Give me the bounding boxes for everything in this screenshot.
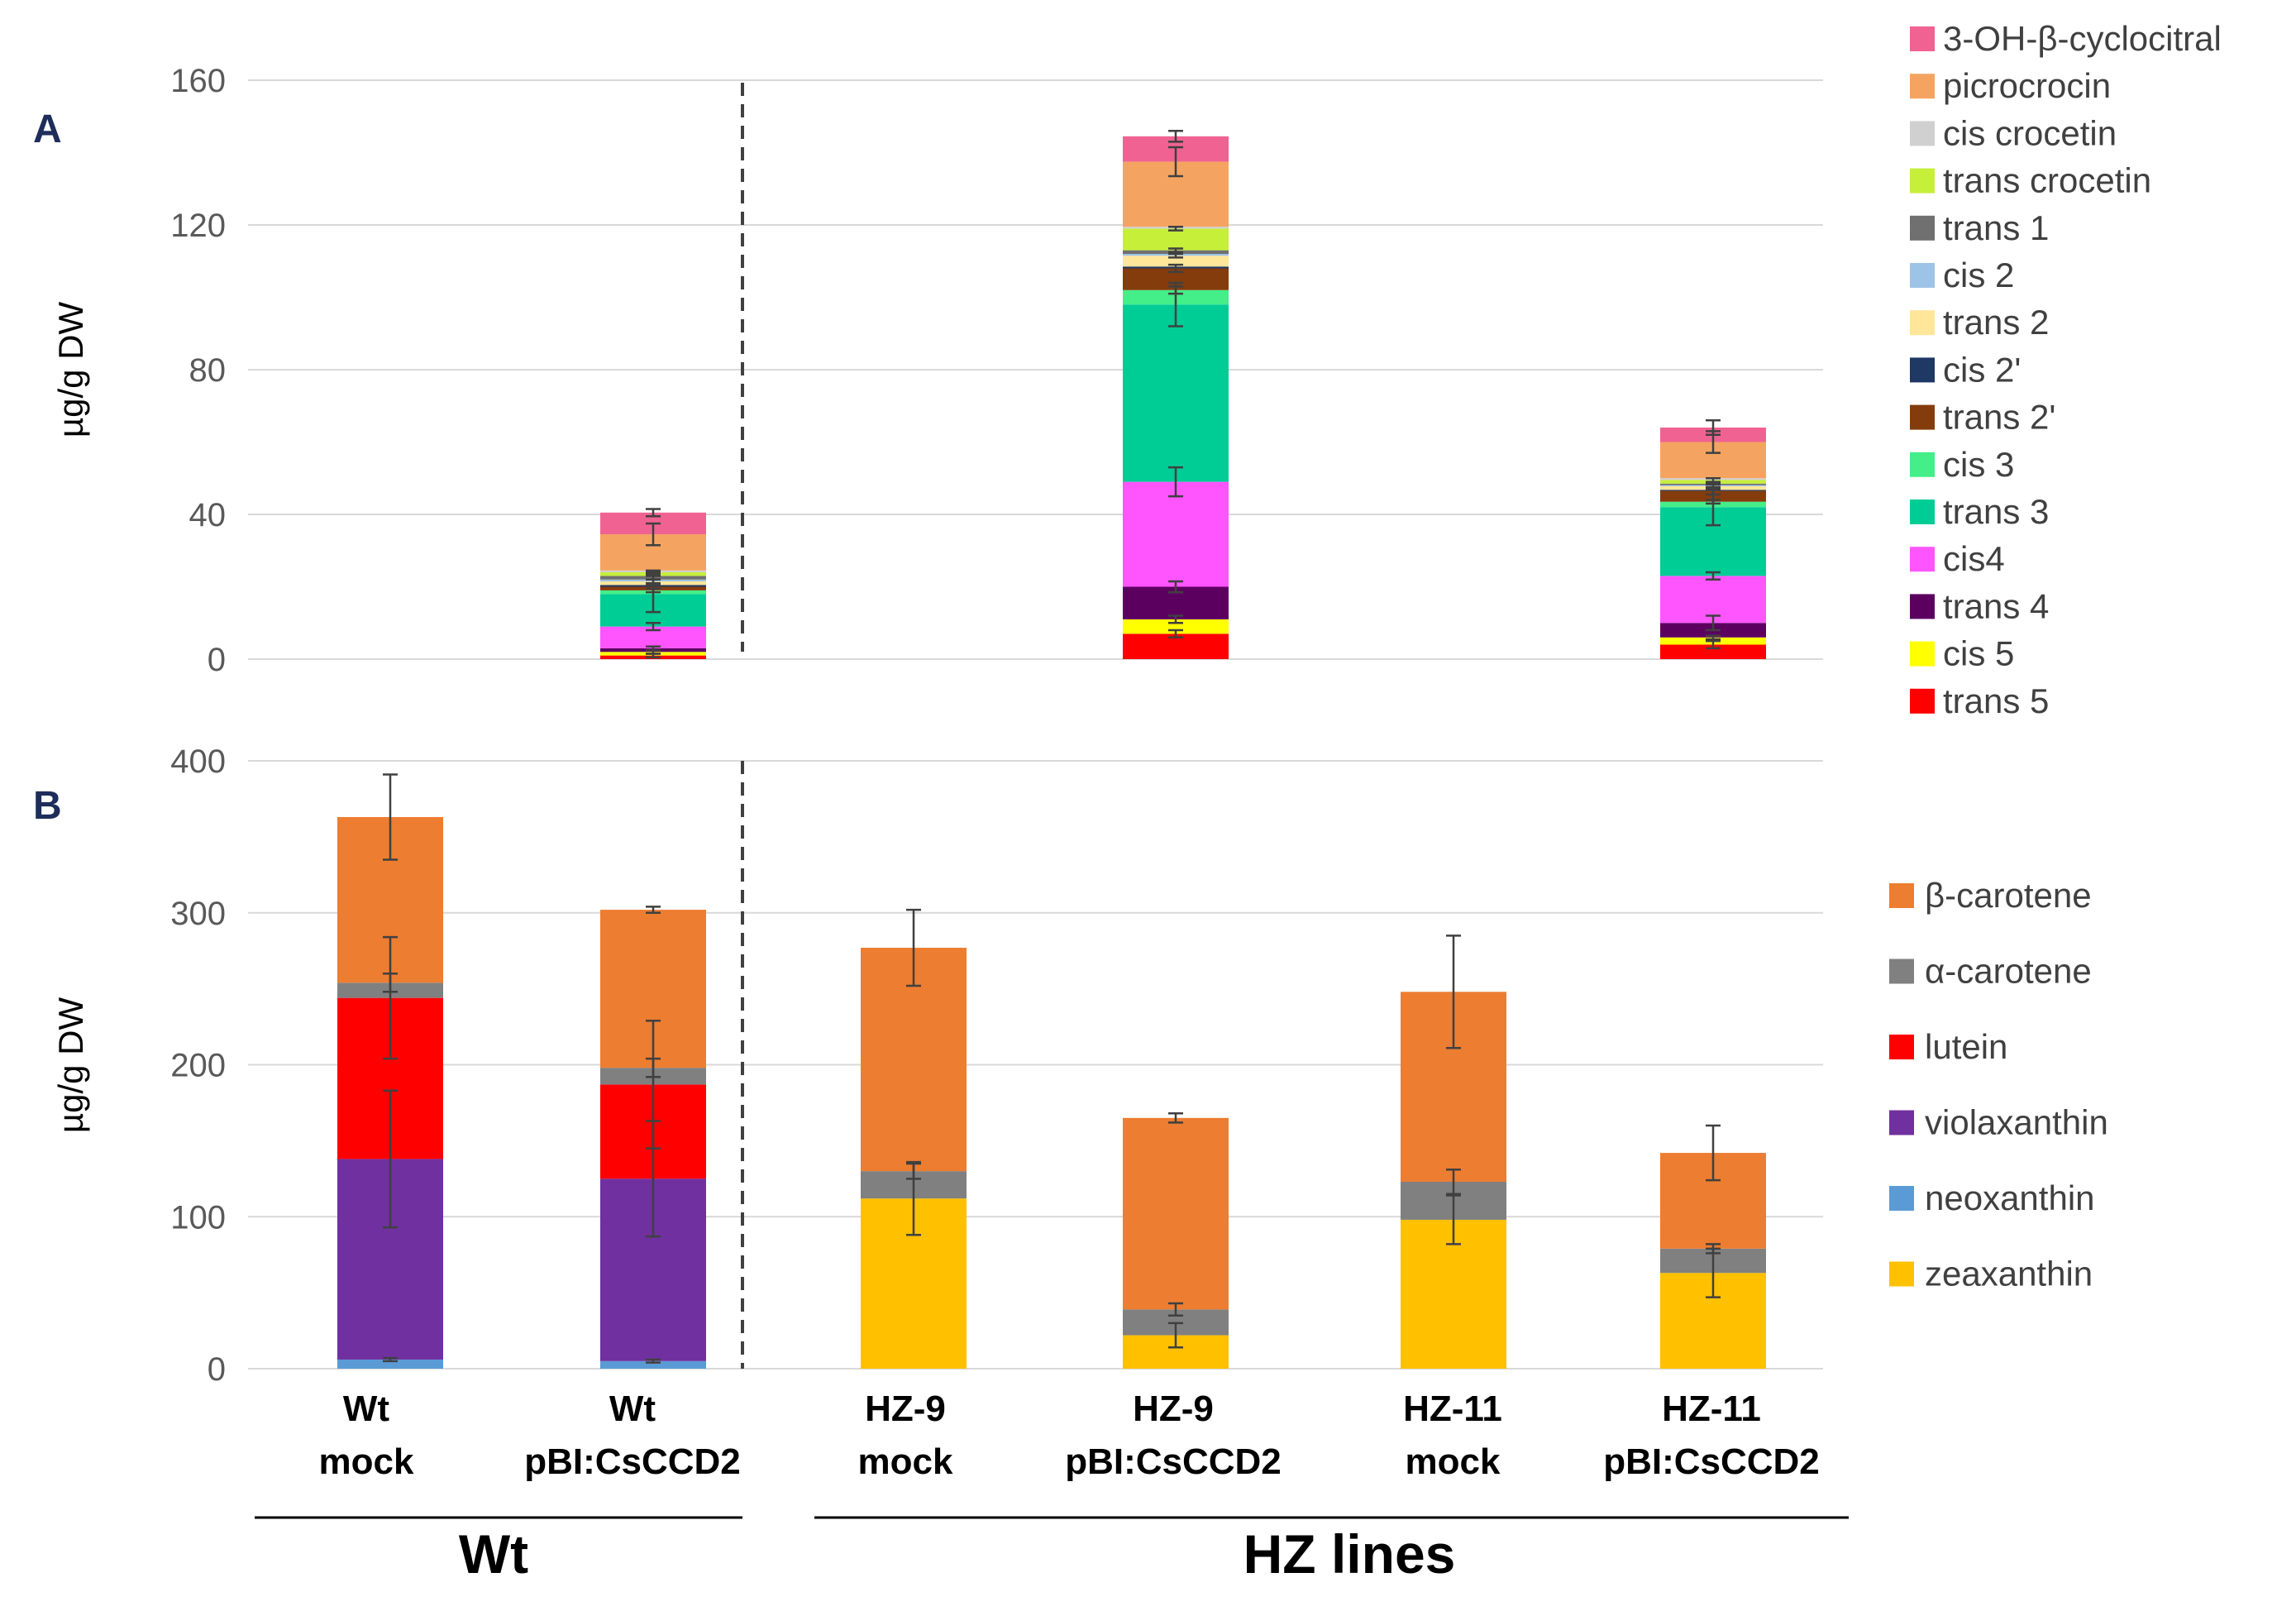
panel-b-chart: 0 100 200 300 400 µg/g DW <box>51 743 1823 1388</box>
legend-b-swatch-neoxanthin <box>1889 1186 1914 1211</box>
category-label-4-line2: mock <box>1406 1441 1501 1482</box>
legend-a-swatch-trans-2 <box>1910 404 1935 430</box>
panel-a-bar-cis-5-3 <box>1123 619 1229 634</box>
legend-a-label-cis-2: cis 2' <box>1943 350 2021 389</box>
legend-b-label-carotene: β-carotene <box>1925 876 2092 915</box>
legend-a-swatch-trans-1 <box>1910 215 1935 241</box>
legend-a-swatch-cis-2 <box>1910 357 1935 383</box>
panel-a-label: A <box>33 108 62 151</box>
category-label-5-line1: HZ-11 <box>1662 1389 1761 1429</box>
panel-b-y-axis-title: µg/g DW <box>51 997 90 1134</box>
panel-b-y-tick-label: 300 <box>170 896 226 932</box>
category-label-0-line2: mock <box>319 1441 414 1482</box>
panel-a-chart: 0 40 80 120 160 µg/g DW <box>51 63 1823 678</box>
panel-a-bar-cis4-3 <box>1123 481 1229 587</box>
panel-b-bar-carotene-3 <box>1123 1117 1229 1310</box>
legend-a-label-cis-2: cis 2 <box>1943 256 2014 294</box>
legend-b-label-lutein: lutein <box>1925 1027 2007 1066</box>
panel-a-y-tick-label: 120 <box>170 208 226 244</box>
category-labels: Wt mock Wt pBI:CsCCD2 HZ-9 mock HZ-9 pBI:CsCCD2… <box>319 1389 1820 1482</box>
panel-b-label: B <box>33 784 62 828</box>
legend-b-swatch-violaxanthin <box>1889 1110 1914 1135</box>
legend-b-label-violaxanthin: violaxanthin <box>1925 1103 2108 1142</box>
legend-a-label-cis-3: cis 3 <box>1943 445 2014 484</box>
legend-a-label-trans-2: trans 2 <box>1943 303 2049 342</box>
panel-a-y-tick-label: 0 <box>208 642 226 678</box>
legend-b-label-neoxanthin: neoxanthin <box>1925 1178 2095 1217</box>
category-label-0-line1: Wt <box>343 1389 390 1429</box>
panel-b-y-tick-label: 0 <box>208 1351 226 1388</box>
legend-a-swatch-trans-3 <box>1910 500 1935 524</box>
panel-b-y-tick-label: 200 <box>170 1048 226 1084</box>
legend-b-swatch-carotene <box>1889 883 1914 908</box>
legend-a-swatch-trans-2 <box>1910 310 1935 336</box>
legend-a-swatch-3-oh-cyclocitral <box>1910 26 1935 51</box>
legend-a-swatch-cis-crocetin <box>1910 121 1935 146</box>
legend-a-label-cis4: cis4 <box>1943 539 2005 578</box>
wt-group-label: Wt <box>459 1523 528 1585</box>
legend-a-swatch-picrocrocin <box>1910 74 1935 99</box>
panel-a-y-tick-label: 40 <box>189 497 227 533</box>
legend-a-label-trans-2: trans 2' <box>1943 398 2055 437</box>
legend-b-swatch-zeaxanthin <box>1889 1261 1914 1287</box>
legend-b-label-carotene: α-carotene <box>1925 952 2092 991</box>
category-label-3-line2: pBI:CsCCD2 <box>1065 1441 1282 1482</box>
legend-a-label-cis-crocetin: cis crocetin <box>1943 113 2117 152</box>
legend-a-swatch-trans-4 <box>1910 594 1935 619</box>
panel-a-bar-trans-5-5 <box>1660 644 1766 659</box>
legend-a-swatch-trans-5 <box>1910 688 1935 714</box>
legend-a-label-picrocrocin: picrocrocin <box>1943 66 2111 105</box>
legend-a: 3-OH-β-cyclocitral picrocrocin cis croceti… <box>1910 19 2222 720</box>
legend-a-label-trans-1: trans 1 <box>1943 208 2049 247</box>
panel-a-y-tick-label: 160 <box>170 63 226 99</box>
category-label-5-line2: pBI:CsCCD2 <box>1603 1441 1820 1482</box>
legend-a-label-trans-5: trans 5 <box>1943 681 2049 720</box>
category-label-4-line1: HZ-11 <box>1403 1389 1502 1429</box>
legend-b-swatch-carotene <box>1889 958 1914 984</box>
legend-b-label-zeaxanthin: zeaxanthin <box>1925 1255 2093 1293</box>
panel-a-bar-trans-3-3 <box>1123 304 1229 482</box>
panel-b-bar-neoxanthin-0 <box>337 1359 443 1369</box>
legend-a-swatch-cis-3 <box>1910 452 1935 477</box>
category-label-3-line1: HZ-9 <box>1133 1389 1214 1429</box>
legend-b-swatch-lutein <box>1889 1035 1914 1059</box>
legend-b: β-carotene α-carotene lutein violaxanthin ne… <box>1889 876 2108 1293</box>
category-label-2-line1: HZ-9 <box>865 1389 946 1429</box>
panel-a-y-axis-title: µg/g DW <box>51 302 90 438</box>
legend-a-swatch-cis4 <box>1910 547 1935 572</box>
panel-a-y-tick-label: 80 <box>189 352 227 389</box>
legend-a-swatch-cis-2 <box>1910 263 1935 288</box>
category-label-1-line1: Wt <box>609 1389 656 1429</box>
legend-a-label-trans-3: trans 3 <box>1943 492 2049 531</box>
panel-b-bar-neoxanthin-1 <box>600 1360 706 1369</box>
panel-a-bar-trans-crocetin-3 <box>1123 228 1229 251</box>
legend-a-swatch-trans-crocetin <box>1910 168 1935 194</box>
legend-a-label-3-oh-cyclocitral: 3-OH-β-cyclocitral <box>1943 19 2222 58</box>
hz-group-label: HZ lines <box>1243 1523 1456 1585</box>
panel-b-y-tick-label: 100 <box>170 1199 226 1236</box>
legend-a-label-cis-5: cis 5 <box>1943 634 2014 673</box>
legend-a-label-trans-crocetin: trans crocetin <box>1943 161 2151 200</box>
panel-b-y-tick-label: 400 <box>170 743 226 780</box>
category-label-2-line2: mock <box>858 1441 953 1482</box>
panel-a-bar-trans-2-3 <box>1123 256 1229 267</box>
legend-a-swatch-cis-5 <box>1910 641 1935 667</box>
category-label-1-line2: pBI:CsCCD2 <box>524 1441 741 1482</box>
legend-a-label-trans-4: trans 4 <box>1943 586 2049 625</box>
